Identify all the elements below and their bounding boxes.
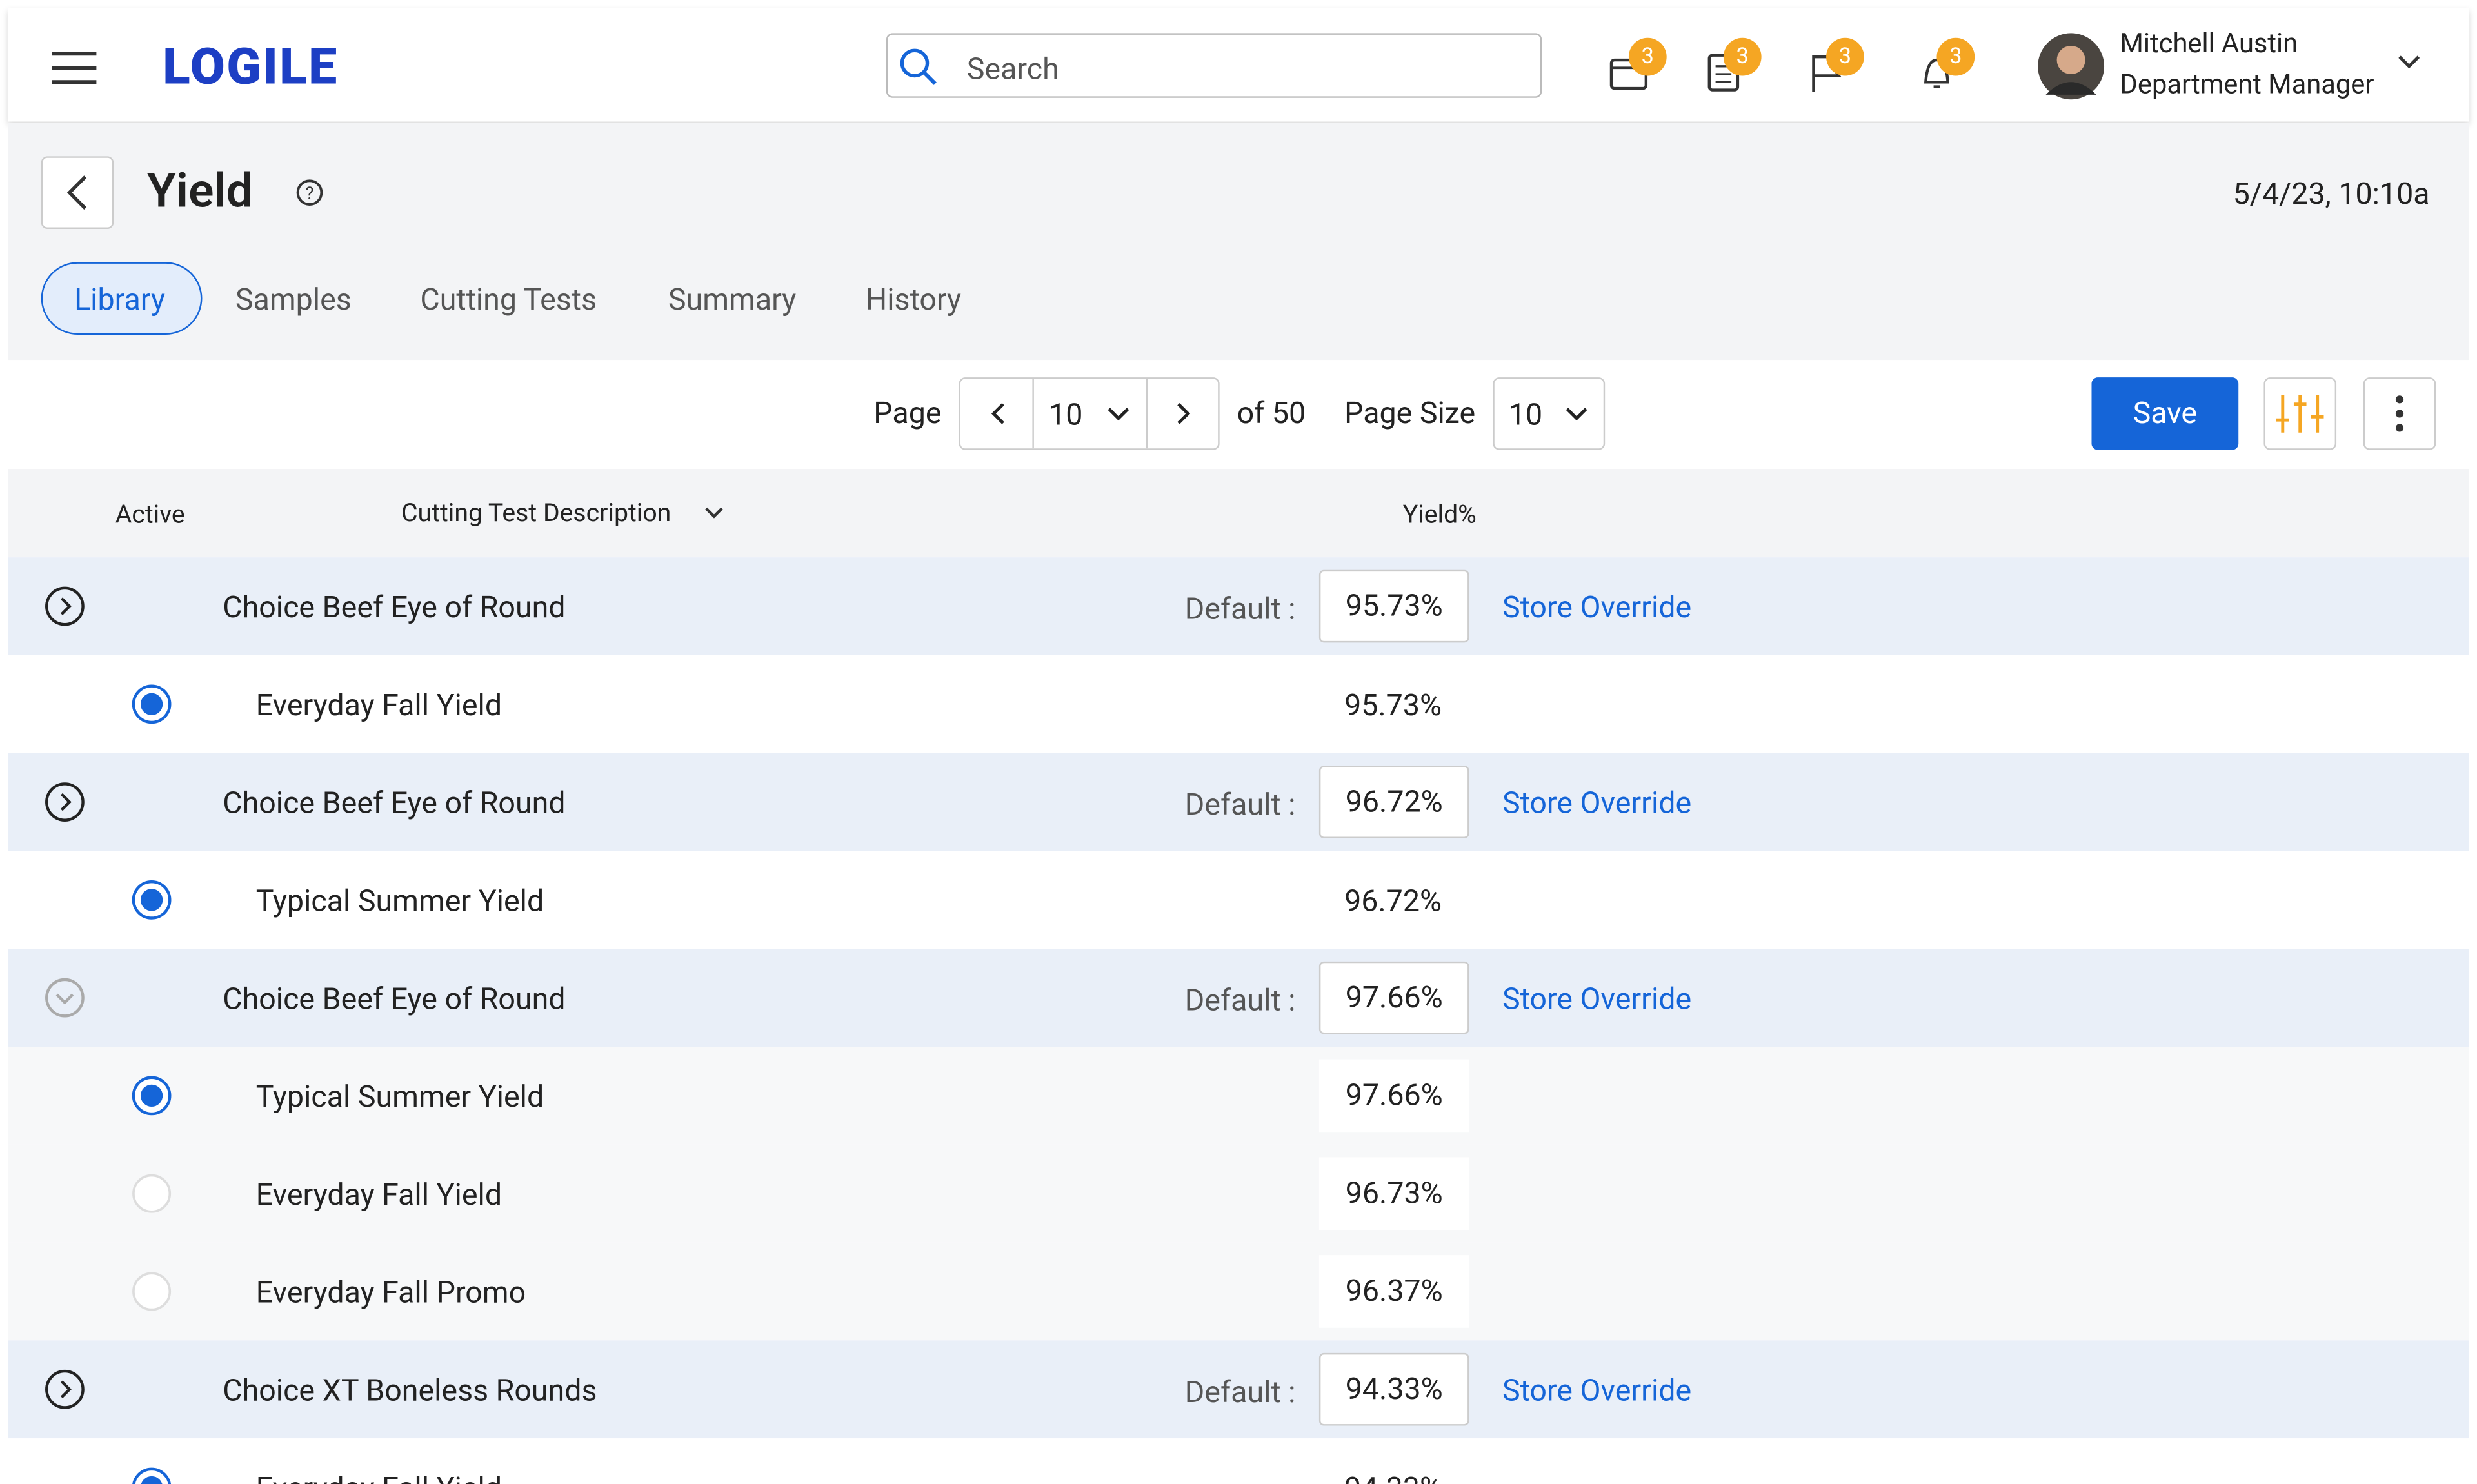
default-yield[interactable]: 96.72% [1318,766,1469,838]
group-row: Choice Beef Eye of Round Default : 96.72… [8,753,2469,851]
expand-toggle[interactable] [45,586,86,627]
column-header[interactable]: Active [115,499,185,529]
child-name: Typical Summer Yield [255,1078,544,1115]
tab[interactable]: Library [74,281,165,318]
default-yield[interactable]: 94.33% [1318,1352,1469,1426]
page-header [8,123,2469,361]
store-override-link[interactable]: Store Override [1502,980,1692,1017]
group-row: Choice XT Boneless Rounds Default : 94.3… [8,1340,2469,1439]
back-button[interactable] [41,156,114,229]
group-row: Choice Beef Eye of Round Default : 95.73… [8,557,2469,655]
page-size-label: Page Size [1344,395,1476,431]
table-header: Active Cutting Test Description Yield% [8,469,2469,558]
active-radio[interactable] [131,1467,172,1484]
active-radio[interactable] [131,880,172,921]
expand-toggle[interactable] [45,1369,86,1410]
child-name: Everyday Fall Yield [256,1470,502,1484]
active-radio[interactable] [131,1075,172,1116]
child-name: Typical Summer Yield [255,882,544,919]
default-label: Default : [1184,590,1296,627]
more-button[interactable] [2363,377,2436,450]
page-count: of 50 [1237,395,1306,431]
store-override-link[interactable]: Store Override [1502,1372,1692,1409]
page-title: Yield [146,164,253,220]
default-label: Default : [1184,1373,1296,1410]
tab[interactable]: Summary [668,281,797,318]
child-row: Everyday Fall Promo 96.37% [8,1242,2469,1341]
page-size-select[interactable]: 10 [1493,377,1606,450]
avatar[interactable] [2036,32,2106,101]
column-header[interactable]: Yield% [1402,499,1477,529]
filter-button[interactable] [2263,377,2337,450]
column-header[interactable]: Cutting Test Description [401,497,671,528]
search-box[interactable]: Search [886,33,1542,98]
datetime: 5/4/23, 10:10a [2233,175,2430,212]
badge: 3 [1628,37,1667,76]
active-radio[interactable] [131,684,172,725]
expand-toggle[interactable] [45,782,86,823]
badge: 3 [1723,37,1762,76]
badge: 3 [1936,37,1975,76]
child-row: Typical Summer Yield 96.72% [8,851,2469,949]
tab[interactable]: History [866,281,962,318]
child-row: Everyday Fall Yield 96.73% [8,1144,2469,1243]
save-button[interactable]: Save [2091,377,2239,450]
active-tab-pill [41,262,203,335]
tab[interactable]: Cutting Tests [420,281,597,318]
group-name: Choice Beef Eye of Round [223,980,566,1017]
page-size-value: 10 [1508,396,1543,433]
child-row: Everyday Fall Yield 94.33% [8,1438,2469,1484]
help-icon[interactable]: ? [295,179,324,207]
group-name: Choice XT Boneless Rounds [223,1372,597,1409]
active-radio[interactable] [131,1173,172,1214]
expand-toggle[interactable] [45,977,86,1018]
group-name: Choice Beef Eye of Round [223,589,566,626]
logo[interactable]: LOGILE [163,36,339,97]
child-row: Everyday Fall Yield 95.73% [8,655,2469,753]
tab[interactable]: Samples [235,281,352,318]
active-radio[interactable] [131,1271,172,1312]
child-name: Everyday Fall Yield [255,1176,502,1213]
group-name: Choice Beef Eye of Round [223,784,566,821]
user-role: Department Manager [2120,69,2374,101]
search-icon [900,48,937,85]
child-row: Typical Summer Yield 97.66% [8,1047,2469,1145]
default-yield[interactable]: 97.66% [1318,961,1469,1034]
page-number[interactable]: 10 [1049,396,1083,433]
badge: 3 [1826,37,1864,76]
child-yield[interactable]: 97.66% [1318,1059,1469,1133]
default-label: Default : [1184,786,1296,823]
child-yield: 96.72% [1344,882,1442,919]
store-override-link[interactable]: Store Override [1502,589,1692,626]
child-yield: 94.33% [1344,1470,1442,1484]
store-override-link[interactable]: Store Override [1502,784,1692,821]
page-label: Page [873,395,942,431]
default-yield[interactable]: 95.73% [1318,569,1469,643]
svg-text:?: ? [306,183,314,203]
child-name: Everyday Fall Promo [255,1274,526,1311]
child-yield[interactable]: 96.37% [1318,1255,1469,1328]
search-placeholder: Search [966,50,1059,87]
menu-button[interactable] [52,49,99,87]
pager: 10 [959,377,1220,450]
default-label: Default : [1184,982,1296,1018]
user-menu-chevron[interactable] [2396,52,2422,71]
top-bar: LOGILE Search Mitchell Austin Department… [8,8,2469,122]
user-name: Mitchell Austin [2120,28,2298,61]
child-name: Everyday Fall Yield [255,686,502,724]
group-row: Choice Beef Eye of Round Default : 97.66… [8,949,2469,1047]
child-yield: 95.73% [1344,686,1442,724]
child-yield[interactable]: 96.73% [1318,1157,1469,1230]
